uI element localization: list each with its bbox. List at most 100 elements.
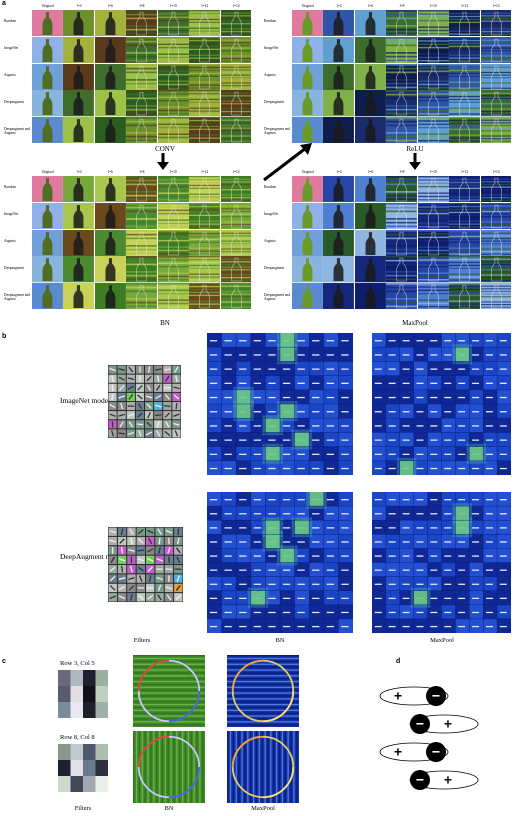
activation-cell <box>94 10 126 37</box>
plus-sign: + <box>394 688 402 704</box>
activation-cell <box>480 229 512 256</box>
activation-cell <box>354 229 386 256</box>
activation-cell <box>157 283 189 310</box>
activation-cell <box>220 117 252 144</box>
activation-cell <box>449 176 481 203</box>
b-label-maxpool: MaxPool <box>430 637 454 644</box>
activation-cell <box>220 10 252 37</box>
activation-cell <box>63 202 95 230</box>
activation-cell <box>323 256 355 283</box>
c-filter-row8 <box>58 744 108 792</box>
activation-cell <box>63 117 95 144</box>
activation-cell <box>480 36 512 64</box>
column-header: l=4 <box>336 170 342 174</box>
c-bn-row3 <box>133 655 205 727</box>
activation-cell <box>63 90 95 117</box>
activation-cell <box>94 176 126 203</box>
activation-cell <box>292 176 323 203</box>
activation-cell <box>386 10 418 37</box>
activation-cell <box>417 90 449 117</box>
arrow-relu-to-maxpool <box>409 153 421 170</box>
activation-cell <box>189 63 221 90</box>
activation-cell <box>386 63 418 90</box>
column-header: l=10 <box>170 170 177 174</box>
activation-cell <box>449 202 481 230</box>
activation-cell <box>220 256 252 283</box>
activation-cell <box>354 176 386 203</box>
column-header: l=14 <box>492 170 500 174</box>
row-label: ImageNet <box>4 46 19 51</box>
c-maxpool-row8 <box>227 731 299 803</box>
activation-cell <box>323 229 355 256</box>
activation-cell <box>354 117 386 144</box>
activation-cell <box>323 117 355 144</box>
column-header: l=8 <box>399 170 405 174</box>
plus-sign: + <box>394 744 402 760</box>
activation-cell <box>386 90 418 117</box>
activation-cell <box>32 256 63 283</box>
activation-cell <box>126 63 158 90</box>
activation-cell <box>386 176 418 203</box>
activation-cell <box>63 176 95 203</box>
activation-cell <box>292 10 323 37</box>
b-heatmap-deepaugment-maxpool <box>372 492 511 633</box>
activation-cell <box>126 256 158 283</box>
activation-cell <box>63 256 95 283</box>
activation-cell <box>449 36 481 64</box>
panel-d-letter: d <box>396 658 401 665</box>
activation-cell <box>449 229 481 256</box>
activation-cell <box>189 117 221 144</box>
activation-cell <box>417 117 449 144</box>
activation-cell <box>480 117 512 144</box>
activation-cell <box>480 176 512 203</box>
column-header: l=6 <box>108 170 113 174</box>
column-header: l=12 <box>461 4 469 8</box>
activation-cell <box>189 256 221 283</box>
c-bn-row8 <box>133 731 205 803</box>
activation-cell <box>189 283 221 310</box>
activation-cell <box>354 90 386 117</box>
activation-cell <box>417 229 449 256</box>
column-header: Original <box>301 4 314 8</box>
activation-cell <box>157 63 189 90</box>
row-label: Deepaugment <box>4 99 24 104</box>
activation-cell <box>126 229 158 256</box>
activation-cell <box>126 10 158 37</box>
b-label-bn: BN <box>275 637 285 644</box>
activation-cell <box>63 63 95 90</box>
row-label: ImageNet <box>264 212 279 217</box>
activation-cell <box>94 283 126 310</box>
activation-cell <box>94 117 126 144</box>
activation-cell <box>220 63 252 90</box>
activation-cell <box>323 36 355 64</box>
activation-cell <box>292 90 323 117</box>
activation-cell <box>157 202 189 230</box>
activation-cell <box>449 63 481 90</box>
activation-cell <box>220 90 252 117</box>
row-label: Deepaugment and Augmix <box>4 126 31 135</box>
column-header: l=14 <box>232 4 240 8</box>
row-label: Deepaugment <box>4 265 24 270</box>
activation-cell <box>323 176 355 203</box>
column-header: l=10 <box>430 170 437 174</box>
activation-cell <box>323 10 355 37</box>
activation-cell <box>417 283 449 310</box>
activation-cell <box>386 229 418 256</box>
plus-sign: + <box>444 716 452 732</box>
row-label: Deepaugment and Augmix <box>264 126 291 135</box>
row-label: Deepaugment and Augmix <box>264 292 291 301</box>
activation-cell <box>189 176 221 203</box>
activation-cell <box>480 10 512 37</box>
b-filters-deepaugment <box>108 527 183 602</box>
row-label: Augmix <box>264 73 276 77</box>
activation-cell <box>354 63 386 90</box>
activation-cell <box>126 176 158 203</box>
activation-cell <box>94 202 126 230</box>
activation-cell <box>480 90 512 117</box>
activation-cell <box>157 176 189 203</box>
activation-cell <box>417 202 449 230</box>
b-heatmap-imagenet-bn <box>207 333 353 475</box>
row-label: Random <box>264 185 277 190</box>
column-header: Original <box>41 170 54 174</box>
row-label: ImageNet <box>264 46 279 51</box>
